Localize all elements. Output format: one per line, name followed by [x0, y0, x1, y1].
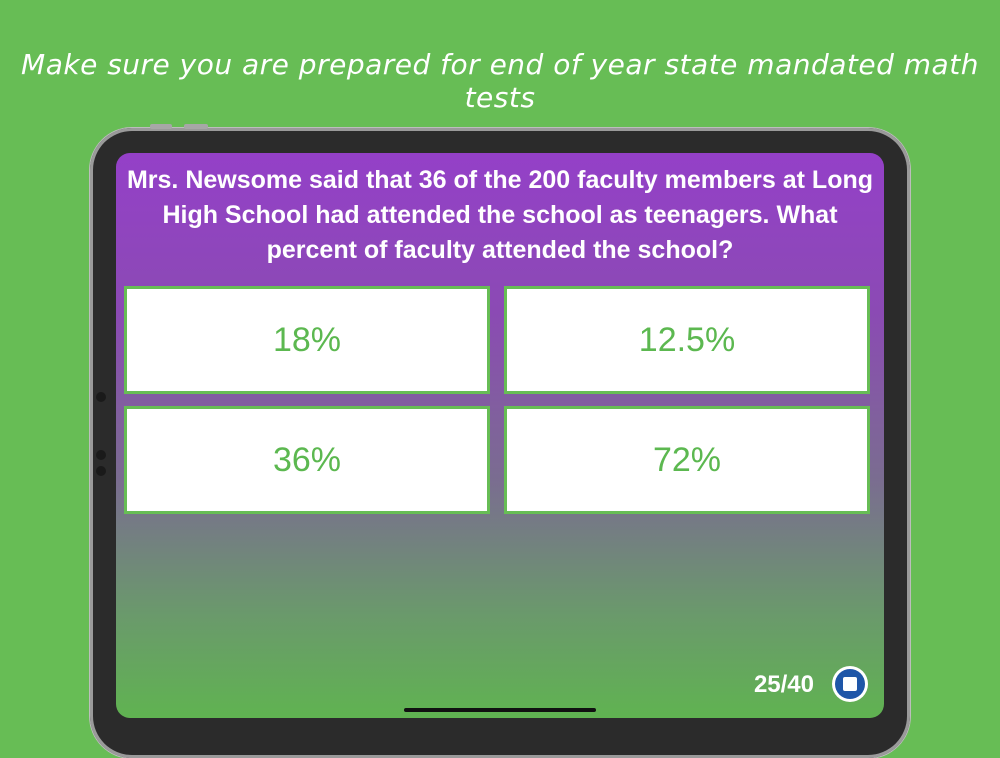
quiz-screen: Mrs. Newsome said that 36 of the 200 fac… [116, 153, 884, 718]
answer-option-4[interactable]: 72% [504, 406, 870, 514]
answer-option-3[interactable]: 36% [124, 406, 490, 514]
side-sensor-dot [96, 450, 106, 460]
answer-option-1[interactable]: 18% [124, 286, 490, 394]
side-sensor-dot [96, 466, 106, 476]
volume-button [184, 124, 208, 129]
side-camera-dot [96, 392, 106, 402]
stop-button[interactable] [832, 666, 868, 702]
promo-caption: Make sure you are prepared for end of ye… [21, 48, 979, 114]
answer-option-2[interactable]: 12.5% [504, 286, 870, 394]
stop-icon [835, 669, 865, 699]
question-text: Mrs. Newsome said that 36 of the 200 fac… [126, 166, 874, 264]
home-indicator[interactable] [404, 708, 596, 712]
volume-button [150, 124, 172, 129]
question-counter: 25/40 [753, 671, 814, 698]
